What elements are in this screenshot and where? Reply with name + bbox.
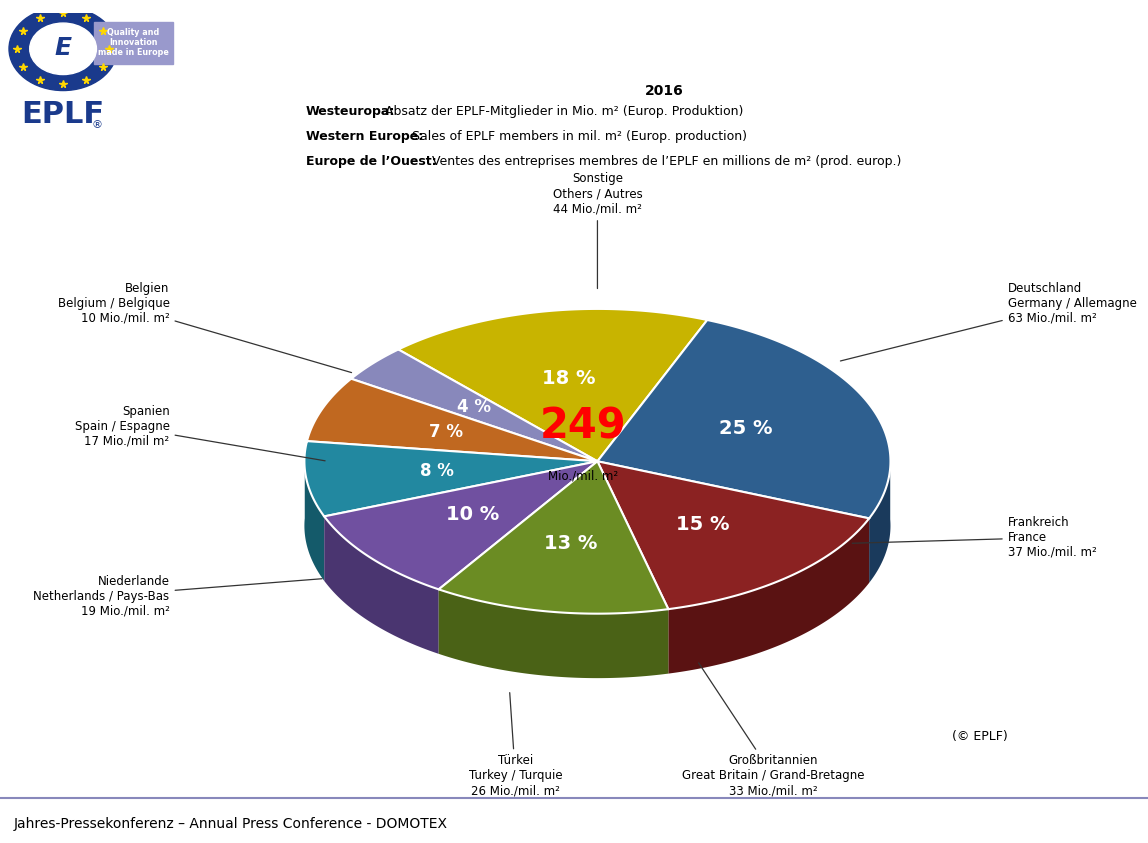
Text: Jahres-Pressekonferenz – Annual Press Conference - DOMOTEX: Jahres-Pressekonferenz – Annual Press Co… (14, 817, 448, 831)
Text: Großbritannien
Great Britain / Grand-Bretagne
33 Mio./mil. m²: Großbritannien Great Britain / Grand-Bre… (682, 663, 864, 797)
Text: Western Europe:: Western Europe: (307, 130, 424, 143)
Polygon shape (304, 454, 324, 581)
Text: 15 %: 15 % (676, 515, 730, 534)
Text: 8 %: 8 % (420, 462, 455, 481)
Text: Sonstige
Others / Autres
44 Mio./mil. m²: Sonstige Others / Autres 44 Mio./mil. m² (552, 172, 643, 288)
Text: Belgien
Belgium / Belgique
10 Mio./mil. m²: Belgien Belgium / Belgique 10 Mio./mil. … (57, 282, 351, 373)
Text: ®: ® (92, 120, 103, 130)
Text: Mio./mil. m²: Mio./mil. m² (548, 470, 618, 482)
Polygon shape (351, 350, 597, 461)
Polygon shape (439, 461, 668, 614)
Polygon shape (439, 589, 668, 678)
Text: 18 %: 18 % (542, 369, 595, 389)
Text: 7 %: 7 % (429, 423, 463, 442)
Text: (© EPLF): (© EPLF) (952, 729, 1008, 743)
Text: EPLF: EPLF (22, 99, 104, 129)
Text: 4 %: 4 % (457, 399, 491, 416)
Text: Sales of EPLF members in mil. m² (Europ. production): Sales of EPLF members in mil. m² (Europ.… (408, 130, 746, 143)
Circle shape (30, 23, 96, 74)
Polygon shape (597, 461, 869, 609)
Text: Deutschland
Germany / Allemagne
63 Mio./mil. m²: Deutschland Germany / Allemagne 63 Mio./… (840, 282, 1137, 361)
Text: Spanien
Spain / Espagne
17 Mio./mil m²: Spanien Spain / Espagne 17 Mio./mil m² (75, 405, 325, 461)
Text: Türkei
Turkey / Turquie
26 Mio./mil. m²: Türkei Turkey / Turquie 26 Mio./mil. m² (468, 693, 563, 797)
Text: Ventes des entreprises membres de l’EPLF en millions de m² (prod. europ.): Ventes des entreprises membres de l’EPLF… (428, 155, 901, 169)
Polygon shape (324, 517, 439, 654)
Polygon shape (869, 455, 891, 583)
Text: E: E (54, 36, 71, 60)
Polygon shape (668, 518, 869, 674)
Text: 25 %: 25 % (719, 419, 773, 438)
Text: 2016: 2016 (645, 83, 683, 98)
Text: Quality and
Innovation
made in Europe: Quality and Innovation made in Europe (98, 28, 169, 57)
Text: Absatz der EPLF-Mitglieder in Mio. m² (Europ. Produktion): Absatz der EPLF-Mitglieder in Mio. m² (E… (381, 105, 743, 118)
Polygon shape (398, 309, 707, 461)
Circle shape (9, 7, 117, 90)
Polygon shape (304, 441, 597, 517)
Text: Frankreich
France
37 Mio./mil. m²: Frankreich France 37 Mio./mil. m² (852, 516, 1096, 559)
Polygon shape (597, 320, 891, 518)
Text: 249: 249 (540, 405, 626, 447)
Text: 10 %: 10 % (445, 505, 499, 524)
Text: 13 %: 13 % (544, 534, 598, 554)
Bar (94, 23, 173, 64)
Text: Europe de l’Ouest:: Europe de l’Ouest: (307, 155, 436, 169)
Polygon shape (324, 461, 597, 589)
Text: Absatzstatistiken 2016 – Sales Statistics 2016: Absatzstatistiken 2016 – Sales Statistic… (197, 31, 954, 60)
Text: Niederlande
Netherlands / Pays-Bas
19 Mio./mil. m²: Niederlande Netherlands / Pays-Bas 19 Mi… (33, 575, 323, 618)
Polygon shape (307, 379, 597, 461)
Text: Westeuropa:: Westeuropa: (307, 105, 395, 118)
